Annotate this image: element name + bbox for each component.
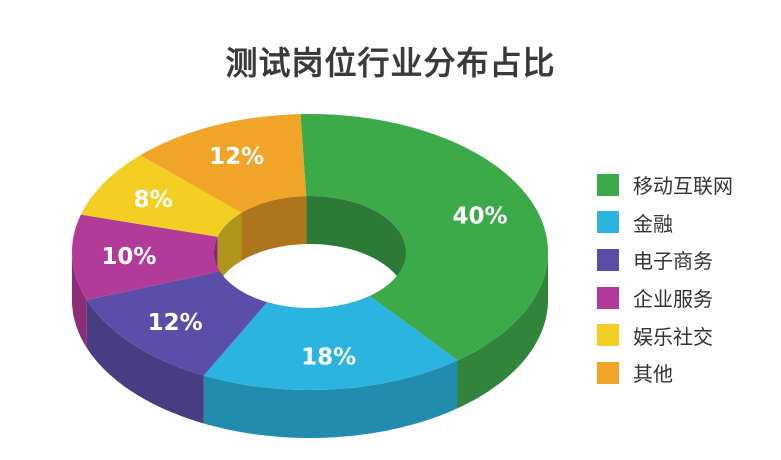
legend-label: 企业服务 <box>633 287 713 312</box>
legend-item: 电子商务 <box>597 241 733 279</box>
slice-3 <box>72 214 220 300</box>
donut-labels: 40% 18% 12% 10% 8% 12% <box>101 144 507 371</box>
slice-inner-wall-0 <box>306 196 406 300</box>
legend-item: 企业服务 <box>597 279 733 317</box>
legend-swatch <box>597 361 619 384</box>
chart-title: 测试岗位行业分布占比 <box>225 44 556 82</box>
legend-item: 金融 <box>597 204 733 242</box>
slice-0 <box>300 114 548 361</box>
slice-5 <box>140 114 307 213</box>
slice-inner-wall-5 <box>241 196 307 261</box>
legend-label: 娱乐社交 <box>633 324 713 349</box>
slice-1 <box>203 296 458 390</box>
slice-label-2: 12% <box>148 310 203 336</box>
slice-side-3 <box>72 252 87 348</box>
slice-label-3: 10% <box>101 244 156 270</box>
slice-4 <box>80 155 242 237</box>
legend-item: 娱乐社交 <box>597 316 733 354</box>
legend-swatch <box>597 211 619 234</box>
legend-swatch <box>597 286 619 309</box>
legend-item: 其他 <box>597 354 733 392</box>
legend-item: 移动互联网 <box>597 166 733 204</box>
legend: 移动互联网金融电子商务企业服务娱乐社交其他 <box>597 166 733 392</box>
donut-top <box>72 114 548 390</box>
legend-label: 其他 <box>633 362 673 387</box>
legend-swatch <box>597 173 619 196</box>
legend-label: 金融 <box>633 211 673 236</box>
legend-label: 移动互联网 <box>633 174 733 199</box>
legend-swatch <box>597 324 619 347</box>
slice-inner-wall-4 <box>217 212 242 285</box>
slice-2 <box>86 271 268 376</box>
slice-label-4: 8% <box>134 187 173 213</box>
slice-label-1: 18% <box>301 345 356 371</box>
legend-label: 电子商务 <box>633 249 713 274</box>
donut-sides <box>72 196 548 438</box>
slice-label-0: 40% <box>452 204 507 230</box>
slice-side-1 <box>203 360 458 438</box>
slice-side-2 <box>86 299 204 424</box>
slice-label-5: 12% <box>209 144 264 170</box>
slice-side-0 <box>457 252 548 409</box>
legend-swatch <box>597 248 619 271</box>
